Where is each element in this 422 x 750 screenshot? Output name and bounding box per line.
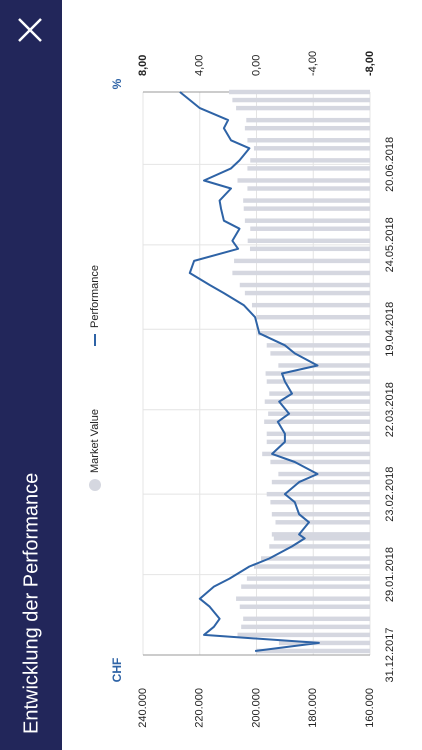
bar (246, 576, 370, 581)
bar (250, 158, 371, 163)
y-tick-label: 220.000 (194, 688, 206, 728)
bar (266, 439, 370, 445)
bar (269, 544, 370, 549)
bar (270, 351, 370, 356)
bar (266, 379, 370, 384)
bar (247, 166, 370, 171)
bar (271, 479, 371, 485)
bar (257, 331, 371, 336)
y2-tick-label: 0,00 (250, 55, 262, 76)
bar (266, 431, 370, 437)
bar (278, 363, 371, 368)
y-tick-label: 200.000 (250, 688, 262, 728)
bar (262, 451, 370, 457)
y-tick-label: 180.000 (307, 688, 319, 728)
bar (232, 97, 370, 103)
bar (249, 246, 371, 252)
bar (271, 532, 371, 537)
y2-tick-label: 4,00 (194, 55, 206, 76)
bar (232, 270, 370, 276)
legend-swatch (89, 479, 101, 491)
bar (251, 302, 371, 308)
y-tick-label: 160.000 (364, 688, 376, 728)
bar (264, 419, 371, 424)
line (179, 91, 320, 652)
bar (265, 371, 370, 376)
bar (237, 632, 370, 638)
header-bar (0, 0, 62, 750)
bar (270, 459, 370, 465)
x-tick-label: 23.02.2018 (384, 467, 396, 522)
bar (239, 604, 370, 609)
bar (268, 411, 371, 416)
bar (255, 648, 370, 654)
bar (246, 117, 370, 123)
bar (237, 178, 370, 183)
bar (253, 564, 370, 569)
bar (243, 616, 371, 622)
x-tick-label: 22.03.2018 (384, 382, 396, 437)
bar (250, 226, 371, 231)
bar (241, 624, 370, 630)
y-axis-unit: CHF (110, 658, 124, 683)
close-icon (18, 18, 42, 42)
legend-label: Performance (89, 265, 101, 328)
bar (228, 89, 370, 95)
y-tick-label: 240.000 (137, 688, 149, 728)
x-tick-label: 24.05.2018 (384, 217, 396, 272)
bar (261, 556, 371, 561)
bar (255, 314, 370, 320)
bar (244, 125, 371, 131)
close-button[interactable] (10, 10, 50, 50)
y2-tick-label: 8,00 (137, 55, 149, 76)
bar (244, 218, 371, 223)
y2-tick-label: -8,00 (364, 51, 376, 76)
bar (247, 186, 370, 191)
bar (247, 138, 370, 143)
y2-axis-unit: % (110, 78, 124, 89)
bar (236, 596, 370, 601)
bar (264, 399, 371, 404)
bar (273, 536, 370, 541)
x-tick-label: 31.12.2017 (384, 627, 396, 682)
bar (244, 290, 371, 296)
y2-tick-label: -4,00 (307, 51, 319, 76)
bar (271, 512, 371, 517)
bar (241, 584, 370, 589)
bar (234, 258, 370, 264)
x-tick-label: 20.06.2018 (384, 137, 396, 192)
bar (266, 343, 370, 348)
x-tick-label: 29.01.2018 (384, 547, 396, 602)
bar (269, 391, 370, 396)
bar (239, 282, 370, 288)
legend-label: Market Value (89, 409, 101, 473)
x-tick-label: 19.04.2018 (384, 302, 396, 357)
bar (253, 146, 370, 151)
bar (278, 471, 371, 477)
bar (247, 238, 370, 244)
bar (243, 198, 371, 203)
chart-title: Entwicklung der Performance (20, 473, 42, 734)
bar (243, 206, 370, 211)
bar (266, 491, 370, 497)
bar (275, 520, 371, 525)
bar (270, 499, 370, 505)
bar (236, 105, 370, 111)
